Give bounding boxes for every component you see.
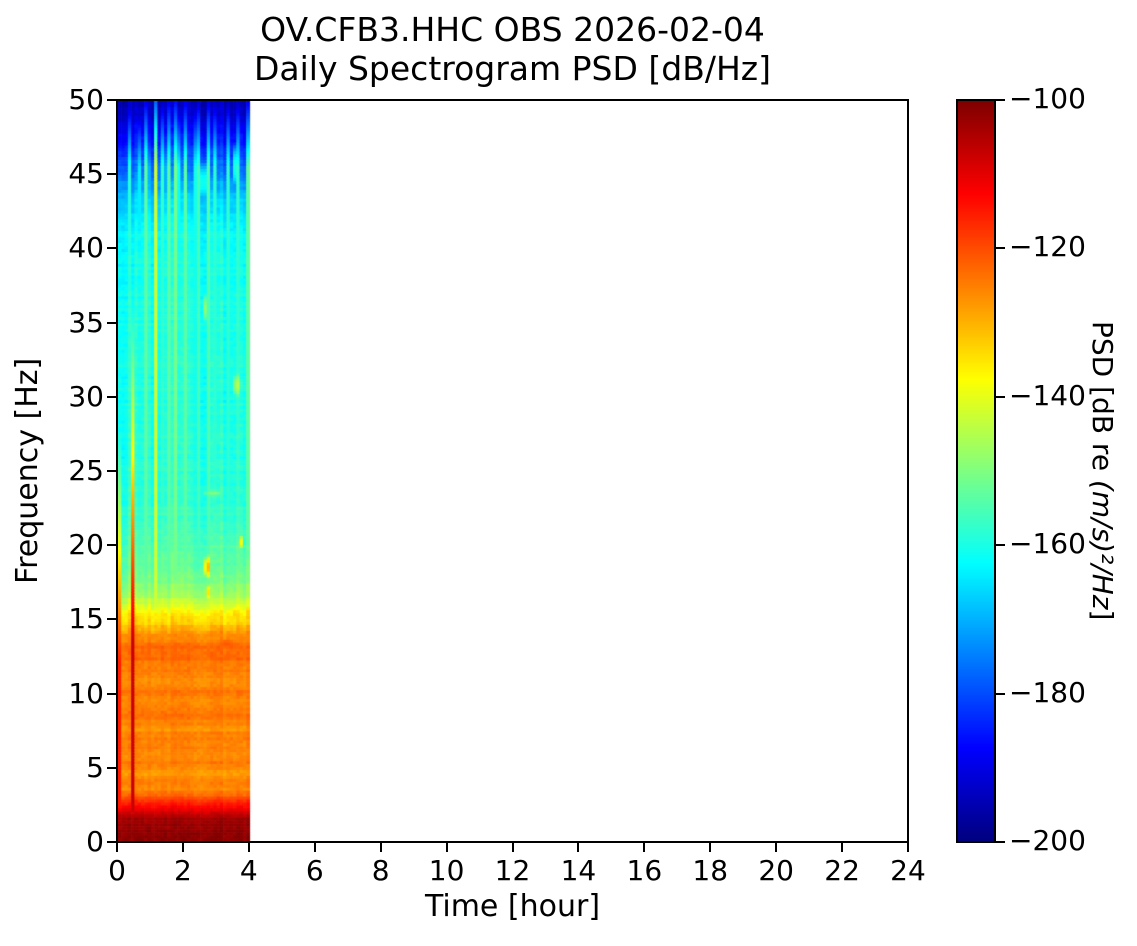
y-tick (107, 618, 116, 621)
colorbar-tick (996, 692, 1005, 695)
y-tick (107, 321, 116, 324)
y-tick-label: 45 (68, 157, 104, 191)
x-tick-label: 6 (305, 854, 324, 887)
x-tick (709, 843, 712, 852)
x-tick-label: 4 (239, 854, 258, 887)
colorbar (956, 99, 996, 843)
colorbar-tick (996, 544, 1005, 547)
y-tick (107, 841, 116, 843)
colorbar-gradient-canvas (958, 101, 994, 841)
x-tick (643, 843, 646, 852)
colorbar-label-prefix: PSD [dB re (1086, 321, 1119, 481)
x-tick-label: 12 (494, 854, 531, 887)
x-tick (116, 843, 118, 852)
x-tick-label: 8 (371, 854, 390, 887)
x-tick (511, 843, 514, 852)
x-tick-label: 24 (890, 854, 926, 887)
x-tick-label: 22 (824, 854, 860, 887)
colorbar-label-units: (m/s)²/Hz (1086, 480, 1119, 610)
y-tick (107, 544, 116, 547)
y-tick (107, 766, 116, 769)
colorbar-tick-label: −200 (1009, 824, 1086, 857)
figure-title-line2: Daily Spectrogram PSD [dB/Hz] (253, 49, 771, 88)
colorbar-tick (996, 247, 1005, 250)
y-tick-label: 0 (86, 825, 104, 858)
spectrogram-canvas (118, 101, 907, 841)
y-tick-label: 25 (68, 454, 104, 487)
x-axis-label: Time [hour] (424, 889, 601, 924)
x-tick (181, 843, 184, 852)
x-tick-label: 2 (173, 854, 192, 887)
x-tick (445, 843, 448, 852)
x-tick (907, 843, 909, 852)
colorbar-tick (996, 99, 1005, 101)
y-tick (107, 99, 116, 101)
x-tick-label: 0 (108, 854, 126, 887)
plot-area (116, 99, 909, 843)
x-tick-label: 14 (560, 854, 597, 887)
y-tick-label: 5 (86, 750, 104, 784)
x-tick (313, 843, 316, 852)
x-tick (577, 843, 580, 852)
colorbar-tick-label: −180 (1009, 675, 1086, 709)
x-tick-label: 18 (692, 854, 729, 887)
y-tick-label: 20 (68, 528, 104, 562)
x-tick-label: 16 (626, 854, 663, 887)
y-tick (107, 247, 116, 250)
y-tick-label: 35 (68, 305, 104, 339)
y-tick-label: 40 (68, 231, 104, 265)
y-tick (107, 470, 116, 472)
figure-title-line1: OV.CFB3.HHC OBS 2026-02-04 (260, 10, 765, 49)
colorbar-label: PSD [dB re (m/s)²/Hz] (1086, 99, 1119, 843)
colorbar-tick-label: −100 (1009, 82, 1086, 115)
x-tick (841, 843, 844, 852)
x-tick-label: 10 (428, 854, 465, 887)
figure-title: OV.CFB3.HHC OBS 2026-02-04 Daily Spectro… (116, 10, 909, 88)
y-tick-label: 10 (68, 676, 104, 710)
y-tick-label: 50 (68, 83, 104, 116)
y-tick (107, 692, 116, 695)
colorbar-tick (996, 395, 1005, 398)
x-tick (247, 843, 250, 852)
y-tick-label: 15 (68, 602, 104, 636)
y-tick-label: 30 (68, 379, 104, 413)
x-tick (379, 843, 382, 852)
colorbar-tick-label: −140 (1009, 378, 1086, 412)
y-tick (107, 173, 116, 176)
x-tick-label: 20 (758, 854, 794, 887)
colorbar-tick-label: −120 (1009, 230, 1086, 264)
colorbar-tick (996, 841, 1005, 843)
colorbar-tick-label: −160 (1009, 527, 1086, 561)
x-tick (775, 843, 778, 852)
colorbar-label-suffix: ] (1086, 609, 1119, 621)
y-tick (107, 395, 116, 398)
